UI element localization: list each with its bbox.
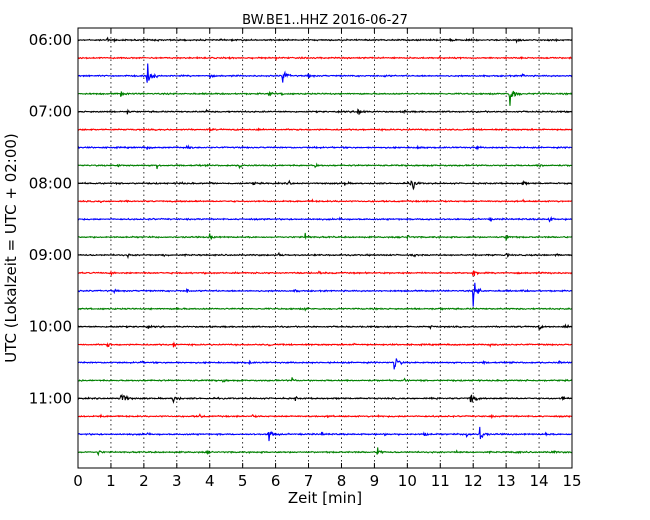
x-tick-label: 8 (337, 472, 347, 490)
trace-group (77, 36, 573, 457)
y-tick-label: 10:00 (29, 318, 72, 336)
y-tick-label: 09:00 (29, 246, 72, 264)
y-axis-label: UTC (Lokalzeit = UTC + 02:00) (2, 133, 20, 363)
trace-0930 (77, 282, 573, 307)
trace-1130 (77, 426, 573, 442)
x-tick-label: 11 (431, 472, 450, 490)
x-tick-label: 7 (304, 472, 314, 490)
x-tick-label: 5 (238, 472, 248, 490)
trace-0800 (77, 179, 573, 191)
plot-background (78, 28, 572, 468)
plot-frame (77, 27, 573, 469)
trace-1000 (77, 323, 573, 330)
x-tick-label: 1 (106, 472, 116, 490)
chart-title: BW.BE1..HHZ 2016-06-27 (242, 13, 408, 28)
x-tick-label: 12 (464, 472, 483, 490)
y-tick-label: 08:00 (29, 174, 72, 192)
trace-0600 (77, 36, 573, 44)
x-tick-label: 13 (497, 472, 516, 490)
trace-1100 (77, 393, 573, 404)
trace-0615 (77, 55, 573, 62)
grid-lines (110, 28, 540, 468)
trace-0645 (77, 90, 573, 106)
x-tick-label: 14 (530, 472, 549, 490)
x-axis-label: Zeit [min] (288, 489, 362, 507)
y-tick-label: 07:00 (29, 103, 72, 121)
trace-0830 (77, 216, 573, 223)
trace-1115 (77, 413, 573, 420)
trace-0715 (77, 127, 573, 133)
x-tick-label: 3 (172, 472, 182, 490)
trace-0915 (77, 269, 573, 277)
trace-0845 (77, 232, 573, 242)
x-tick-label: 4 (205, 472, 215, 490)
trace-0900 (77, 251, 573, 260)
y-tick-label: 06:00 (29, 31, 72, 49)
axis-ticks (77, 28, 573, 468)
x-tick-label: 0 (73, 472, 83, 490)
x-tick-label: 6 (271, 472, 281, 490)
trace-1045 (77, 377, 573, 383)
trace-1030 (77, 358, 573, 370)
tick-labels: 0 1 2 3 4 5 6 7 8 9 10 11 12 13 14 1506:0007:0008:0009:… (29, 31, 582, 490)
x-tick-label: 15 (562, 472, 581, 490)
trace-0745 (77, 162, 573, 170)
trace-0730 (77, 144, 573, 151)
x-tick-label: 2 (139, 472, 149, 490)
trace-0945 (77, 306, 573, 312)
trace-0815 (77, 198, 573, 204)
trace-1145 (77, 447, 573, 457)
x-tick-label: 10 (398, 472, 417, 490)
trace-1015 (77, 341, 573, 348)
y-tick-label: 11:00 (29, 389, 72, 407)
x-tick-label: 9 (370, 472, 380, 490)
trace-0630 (77, 63, 573, 83)
trace-0700 (77, 108, 573, 115)
